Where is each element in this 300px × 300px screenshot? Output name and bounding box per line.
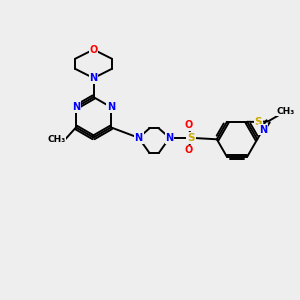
Text: N: N xyxy=(259,124,267,135)
Text: O: O xyxy=(184,145,193,155)
Text: N: N xyxy=(135,133,143,143)
Text: CH₃: CH₃ xyxy=(47,135,65,144)
Text: S: S xyxy=(254,117,262,127)
Text: CH₃: CH₃ xyxy=(277,107,295,116)
Text: O: O xyxy=(89,44,98,55)
Text: S: S xyxy=(187,133,195,143)
Text: N: N xyxy=(72,102,80,112)
Text: N: N xyxy=(107,102,115,112)
Text: O: O xyxy=(184,120,193,130)
Text: N: N xyxy=(89,73,98,83)
Text: N: N xyxy=(166,133,174,143)
